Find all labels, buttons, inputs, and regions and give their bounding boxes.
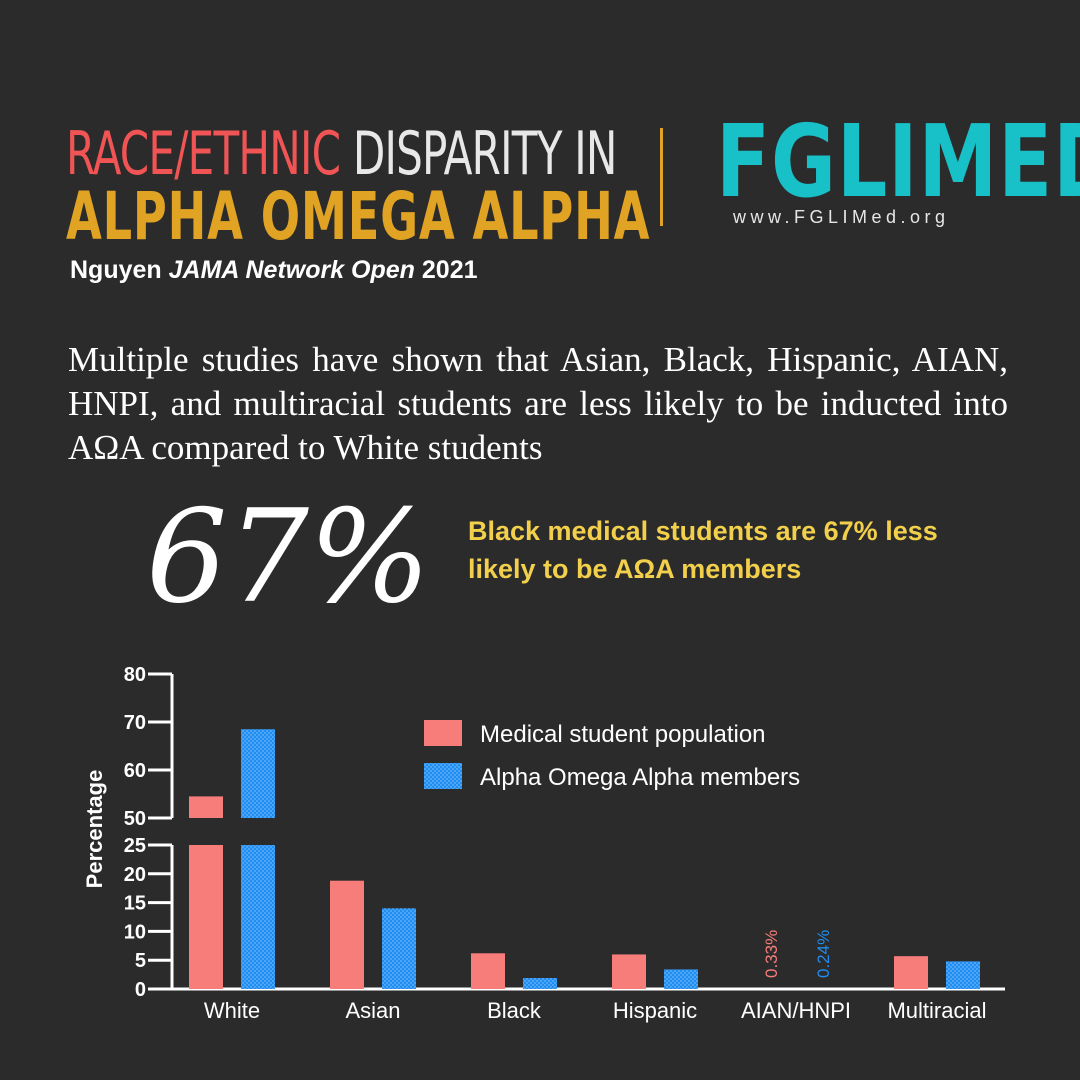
x-tick-label: AIAN/HNPI [741, 998, 851, 1023]
bar-asian-s1 [382, 908, 416, 989]
bar-white-s1-upper [241, 729, 275, 818]
y-axis-label: Percentage [82, 770, 107, 889]
legend-swatch-s0 [424, 720, 462, 746]
bar-black-s1 [523, 978, 557, 989]
legend-label: Medical student population [480, 721, 766, 748]
y-tick-label: 10 [124, 921, 146, 943]
chart-bars [189, 729, 980, 989]
logo-url: www.FGLIMed.org [733, 207, 950, 227]
y-tick-label: 0 [135, 979, 146, 1001]
y-tick-label: 5 [135, 950, 146, 972]
bar-hispanic-s0 [612, 954, 646, 989]
chart-axes: 0 5 10 15 20 25 50 60 70 80 Percentage [82, 664, 1005, 1001]
y-tick-label: 25 [124, 835, 146, 857]
y-tick-label: 80 [124, 664, 146, 686]
title-rest: DISPARITY IN [340, 119, 618, 189]
y-tick-label: 20 [124, 864, 146, 886]
title-line-2: ALPHA OMEGA ALPHA [66, 178, 651, 255]
x-tick-label: White [204, 998, 260, 1023]
citation-journal: JAMA Network Open [168, 256, 415, 284]
bar-multiracial-s0 [894, 956, 928, 989]
citation-author: Nguyen [70, 256, 169, 284]
legend-swatch-s1 [424, 763, 462, 789]
legend-label: Alpha Omega Alpha members [480, 764, 800, 791]
y-tick-label: 15 [124, 893, 146, 915]
data-label: 0.24% [814, 930, 833, 978]
bar-white-s0-upper [189, 796, 223, 818]
bar-black-s0 [471, 953, 505, 989]
x-tick-label: Multiracial [887, 998, 986, 1023]
citation: Nguyen JAMA Network Open 2021 [70, 256, 478, 285]
bar-white-s0-lower [189, 845, 223, 989]
bar-hispanic-s1 [664, 969, 698, 989]
bar-multiracial-s1 [946, 961, 980, 989]
x-tick-label: Hispanic [613, 998, 697, 1023]
citation-year: 2021 [414, 256, 478, 284]
intro-paragraph: Multiple studies have shown that Asian, … [68, 340, 1008, 467]
stat-description: Black medical students are 67% less like… [468, 516, 938, 584]
data-label: 0.33% [762, 930, 781, 978]
header-divider [660, 128, 663, 226]
fglimed-logo: FGLIMED [716, 103, 1080, 220]
chart-labels: White Asian Black Hispanic AIAN/HNPI Multirac… [204, 930, 987, 1023]
y-tick-label: 60 [124, 760, 146, 782]
x-tick-label: Black [487, 998, 542, 1023]
chart-legend: Medical student population Alpha Omega Al… [424, 720, 800, 791]
big-stat-value: 67% [146, 483, 431, 632]
bar-chart: 0 5 10 15 20 25 50 60 70 80 Percentage White Asian B… [82, 664, 1005, 1023]
title-line-1: RACE/ETHNIC DISPARITY IN [66, 122, 617, 186]
bar-white-s1-lower [241, 845, 275, 989]
y-tick-label: 50 [124, 808, 146, 830]
bar-asian-s0 [330, 880, 364, 989]
y-tick-label: 70 [124, 712, 146, 734]
title-highlight: RACE/ETHNIC [66, 119, 341, 189]
x-tick-label: Asian [345, 998, 400, 1023]
